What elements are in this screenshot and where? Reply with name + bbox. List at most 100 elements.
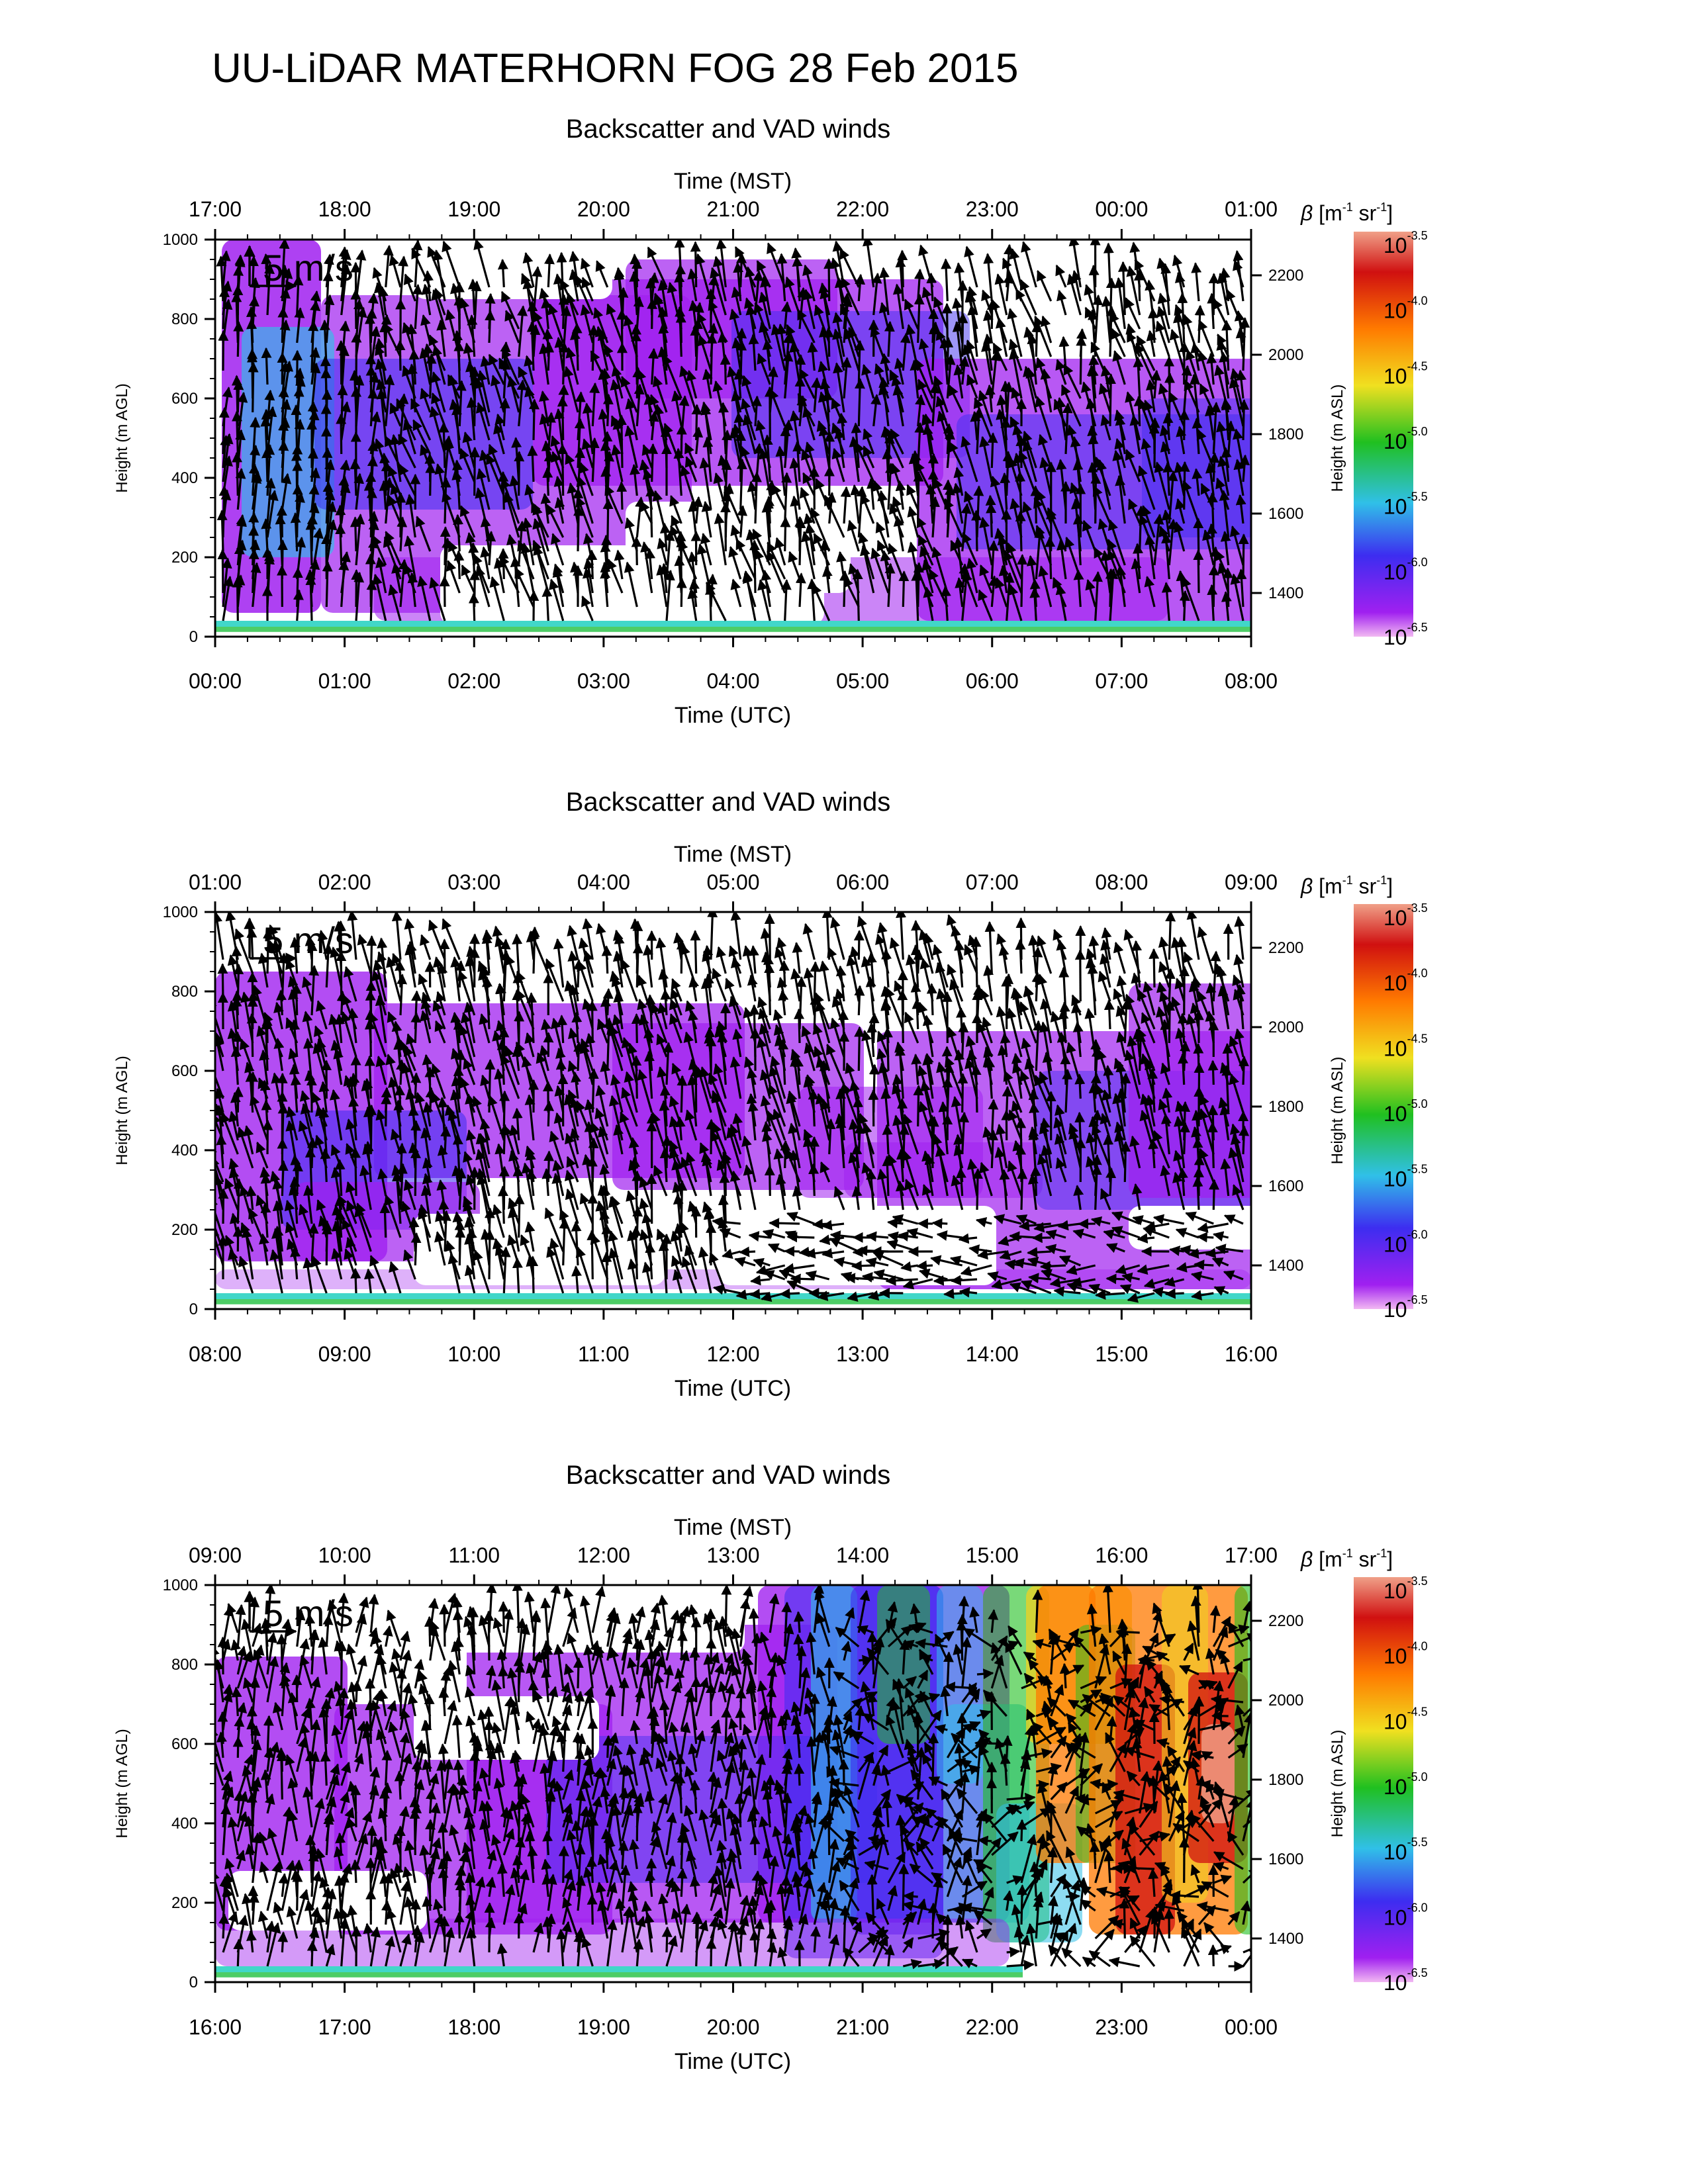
wind-arrow	[596, 923, 609, 960]
wind-arrow	[353, 571, 365, 621]
wind-arrow	[839, 1905, 851, 1953]
colorbar-tick-label: 10-4.5	[1383, 1705, 1428, 1733]
wind-arrow	[402, 365, 416, 399]
colorbar-tick-base: 10	[1383, 364, 1407, 388]
wind-arrow	[851, 1260, 874, 1271]
x2-tick-label: 03:00	[447, 870, 500, 894]
wind-arrow	[916, 1260, 933, 1271]
x-tick-label: 00:00	[1225, 2015, 1278, 2039]
wind-arrow	[497, 259, 508, 288]
x2-tick-label: 18:00	[318, 197, 371, 221]
wind-arrow	[1017, 1884, 1028, 1925]
wind-arrow	[1105, 373, 1117, 427]
wind-arrow	[250, 562, 261, 608]
colorbar-label-symbol: β	[1300, 201, 1319, 225]
wind-arrow	[1222, 1042, 1233, 1071]
wind-arrow	[217, 963, 228, 1002]
wind-arrow	[459, 297, 476, 343]
x2-tick-label: 19:00	[447, 197, 500, 221]
wind-arrow	[716, 946, 727, 974]
y-tick-label: 600	[171, 390, 198, 408]
x-tick-label: 00:00	[189, 669, 242, 693]
wind-arrow	[1065, 1891, 1080, 1902]
wind-arrow	[466, 396, 477, 441]
wind-arrow	[368, 510, 379, 552]
wind-arrow	[249, 1596, 260, 1633]
wind-arrow	[436, 319, 447, 357]
wind-arrow	[234, 574, 246, 608]
x-tick-label: 21:00	[836, 2015, 889, 2039]
wind-arrow	[402, 322, 416, 357]
wind-arrow	[1165, 912, 1176, 960]
wind-arrow	[539, 413, 550, 441]
wind-arrow	[530, 324, 541, 357]
wind-arrow	[1074, 1111, 1086, 1141]
wind-arrow	[1111, 328, 1126, 357]
clear-area	[414, 1214, 665, 1285]
wind-arrow	[1180, 1101, 1191, 1141]
wind-arrow	[932, 944, 949, 988]
wind-arrow	[372, 573, 387, 621]
wind-arrow	[366, 487, 377, 538]
x2-tick-label: 06:00	[836, 870, 889, 894]
wind-arrow	[215, 912, 224, 960]
wind-arrow	[353, 375, 365, 427]
wind-arrow	[425, 1819, 436, 1842]
wind-arrow	[405, 494, 416, 538]
wind-arrow	[279, 264, 290, 302]
wind-arrow	[541, 586, 553, 621]
wind-arrow	[479, 449, 491, 482]
wind-arrow	[305, 569, 316, 608]
wind-arrow	[972, 1167, 983, 1210]
wind-arrow	[233, 379, 244, 413]
wind-arrow	[551, 451, 565, 482]
wind-arrow	[570, 561, 581, 594]
wind-arrow	[1017, 554, 1028, 608]
wind-arrow	[549, 578, 565, 621]
wind-arrow	[388, 584, 402, 621]
y2-tick-label: 2200	[1268, 939, 1303, 957]
wind-arrow	[1234, 915, 1245, 960]
wind-arrow	[583, 558, 594, 594]
wind-arrow	[355, 250, 367, 302]
x2-tick-label: 09:00	[1225, 870, 1278, 894]
wind-arrow	[588, 1068, 599, 1113]
wind-arrow	[404, 535, 416, 580]
wind-arrow	[375, 344, 387, 371]
wind-arrow	[426, 353, 437, 399]
wind-arrow	[1192, 1585, 1203, 1633]
wind-arrow	[847, 520, 860, 552]
wind-arrow	[529, 926, 540, 974]
y2-tick-label: 2000	[1268, 346, 1303, 364]
wind-arrow	[410, 398, 432, 441]
colorbar-tick-exp: -4.5	[1407, 1705, 1428, 1718]
colorbar-tick-exp: -6.0	[1407, 1901, 1428, 1914]
x2-tick-label: 05:00	[706, 870, 759, 894]
colorbar-tick-exp: -5.0	[1407, 425, 1428, 438]
wind-arrow	[846, 954, 860, 1002]
wind-arrow	[442, 490, 461, 538]
wind-arrow	[907, 506, 919, 538]
wind-arrow	[357, 934, 372, 974]
colorbar-tick-exp: -6.5	[1407, 1966, 1428, 1979]
wind-arrow	[779, 1288, 800, 1299]
wind-arrow	[943, 1288, 962, 1299]
wind-arrow	[411, 248, 432, 288]
wind-arrow	[553, 475, 565, 510]
colorbar-label-exp: -1	[1376, 1547, 1387, 1560]
wind-arrow	[222, 575, 234, 621]
y2-tick-label: 2000	[1268, 1019, 1303, 1036]
wind-arrow	[264, 263, 275, 316]
x2-tick-label: 15:00	[966, 1543, 1019, 1567]
wind-arrow	[365, 989, 376, 1016]
wind-arrow	[338, 246, 350, 288]
colorbar-tick-exp: -4.5	[1407, 1032, 1428, 1045]
wind-arrow	[532, 518, 549, 566]
colorbar-label-unit: sr	[1353, 1547, 1377, 1571]
wind-arrow	[291, 404, 302, 455]
wind-arrow	[277, 1931, 289, 1953]
wind-arrow	[532, 266, 543, 316]
x-tick-label: 07:00	[1095, 669, 1148, 693]
colorbar-tick-label: 10-6.0	[1383, 1901, 1428, 1929]
wind-arrow	[514, 567, 535, 608]
